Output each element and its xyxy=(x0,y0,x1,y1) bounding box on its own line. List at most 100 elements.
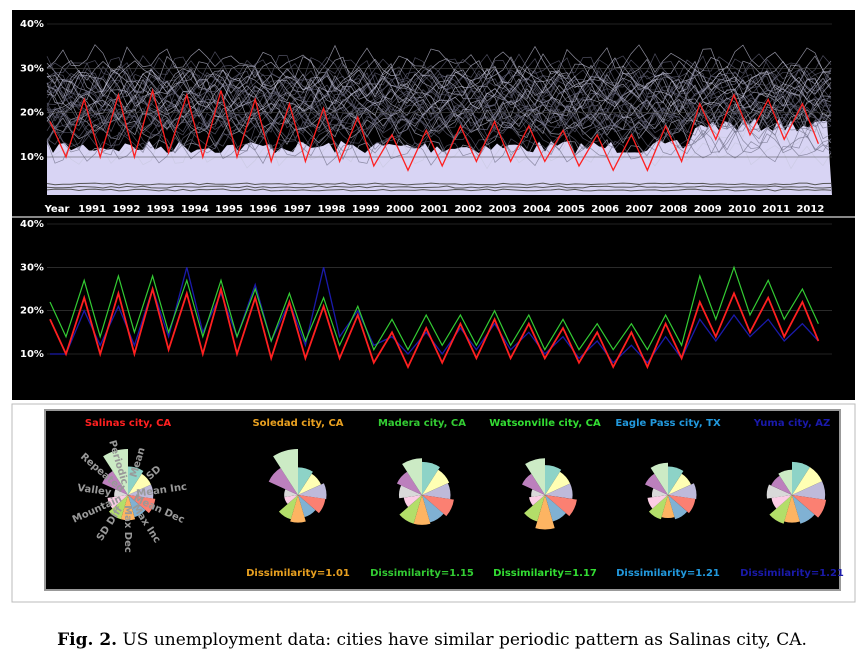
glyph-sector xyxy=(399,495,422,524)
city-label: Salinas city, CA xyxy=(85,418,172,429)
series-line xyxy=(49,285,820,370)
glyph-sector xyxy=(278,495,298,520)
caption-text: US unemployment data: cities have simila… xyxy=(117,630,807,650)
glyph-sector xyxy=(647,495,668,509)
background-line xyxy=(46,82,832,114)
glyph-sector xyxy=(422,483,451,500)
dissimilarity-label: Dissimilarity=1.15 xyxy=(370,568,474,579)
y-tick-label: 40% xyxy=(20,219,44,230)
glyph-sector xyxy=(290,495,306,523)
glyph-sector xyxy=(545,483,573,499)
series-line xyxy=(49,265,819,352)
glyph-sector xyxy=(298,483,327,500)
glyph-sector xyxy=(108,495,128,520)
separator xyxy=(12,216,855,218)
city-label: Soledad city, CA xyxy=(252,418,343,429)
glyph-sector xyxy=(784,495,800,523)
glyph-sector xyxy=(792,481,826,500)
background-line xyxy=(46,94,832,126)
glyph-sector xyxy=(529,495,545,506)
glyph-sector xyxy=(645,473,668,495)
x-tick-label: 2012 xyxy=(796,204,824,215)
glyph-sector xyxy=(668,473,691,495)
glyph-sector xyxy=(128,484,154,499)
y-tick-label: 20% xyxy=(20,306,44,317)
glyph-sector xyxy=(128,495,146,518)
series-line xyxy=(49,87,820,172)
glyph-sector xyxy=(298,473,321,495)
dissimilarity-label: Dissimilarity=1.21 xyxy=(616,568,720,579)
background-line xyxy=(46,60,832,93)
x-tick-label: 1999 xyxy=(352,204,380,215)
glyph-sector xyxy=(396,471,422,495)
glyph-sector xyxy=(778,469,792,495)
background-line xyxy=(46,91,832,123)
glyph-sector xyxy=(525,458,545,495)
y-tick-label: 10% xyxy=(20,349,44,360)
glyph-sector xyxy=(769,495,792,524)
x-tick-label: 1992 xyxy=(112,204,140,215)
glyph-sector xyxy=(524,495,545,522)
glyph-sector xyxy=(771,475,792,495)
glyph-sector xyxy=(422,495,454,517)
x-tick-label: 2007 xyxy=(625,204,653,215)
glyph-sector xyxy=(298,495,326,514)
glyph-sector xyxy=(102,471,128,495)
glyph-sector xyxy=(128,473,151,495)
city-label: Yuma city, AZ xyxy=(753,418,830,429)
x-tick-label: 2003 xyxy=(489,204,517,215)
y-tick-label: 20% xyxy=(20,108,44,119)
x-tick-label: 2004 xyxy=(523,204,551,215)
x-tick-label: 1997 xyxy=(283,204,311,215)
glyph-sector xyxy=(792,495,827,518)
background-line xyxy=(46,106,832,139)
glyph-sector xyxy=(413,495,431,525)
background-line xyxy=(46,124,832,156)
x-tick-label: 1991 xyxy=(78,204,106,215)
background-line xyxy=(46,188,832,192)
dissimilarity-label: Dissimilarity=1.17 xyxy=(493,568,597,579)
distribution-area xyxy=(47,118,832,195)
x-tick-label: 2009 xyxy=(694,204,722,215)
dissimilarity-label: Dissimilarity=1.01 xyxy=(246,568,350,579)
background-line xyxy=(46,129,832,160)
background-line xyxy=(46,67,832,100)
glyph-sector xyxy=(545,495,566,522)
glyph-sector xyxy=(766,484,792,499)
glyph-sector xyxy=(298,467,313,495)
background-line xyxy=(46,107,832,140)
x-tick-label: 2005 xyxy=(557,204,585,215)
glyph-frame xyxy=(11,403,856,603)
background-line xyxy=(46,66,832,98)
glyph-sector xyxy=(792,467,823,495)
glyph-sector xyxy=(422,469,450,495)
glyph-sector xyxy=(545,465,562,495)
glyph-sector xyxy=(103,449,128,495)
glyph-sector xyxy=(128,495,156,514)
caption: Fig. 2. US unemployment data: cities hav… xyxy=(57,630,807,650)
background-line xyxy=(46,182,832,186)
city-label: Watsonville city, CA xyxy=(489,418,601,429)
x-tick-label: 2010 xyxy=(728,204,756,215)
background-line xyxy=(46,55,832,87)
glyph-sector xyxy=(661,495,675,519)
glyph-sector xyxy=(398,485,422,499)
city-label: Madera city, CA xyxy=(378,418,466,429)
city-label: Eagle Pass city, TX xyxy=(615,418,721,429)
glyph-sector xyxy=(422,461,440,495)
background-line xyxy=(46,87,832,120)
glyph-sector xyxy=(650,462,668,495)
glyph-sector xyxy=(792,461,810,495)
x-tick-label: 1998 xyxy=(318,204,346,215)
glyph-sector xyxy=(298,495,316,518)
glyph-sector xyxy=(545,471,571,495)
glyph-sector xyxy=(668,495,696,514)
x-tick-label: 2002 xyxy=(454,204,482,215)
background-line xyxy=(46,82,832,116)
sector-label: Max Dec xyxy=(122,505,133,553)
glyph-sector xyxy=(668,495,688,520)
glyph-sector xyxy=(668,466,684,495)
x-tick-label: 2000 xyxy=(386,204,414,215)
y-tick-label: 40% xyxy=(20,19,44,30)
